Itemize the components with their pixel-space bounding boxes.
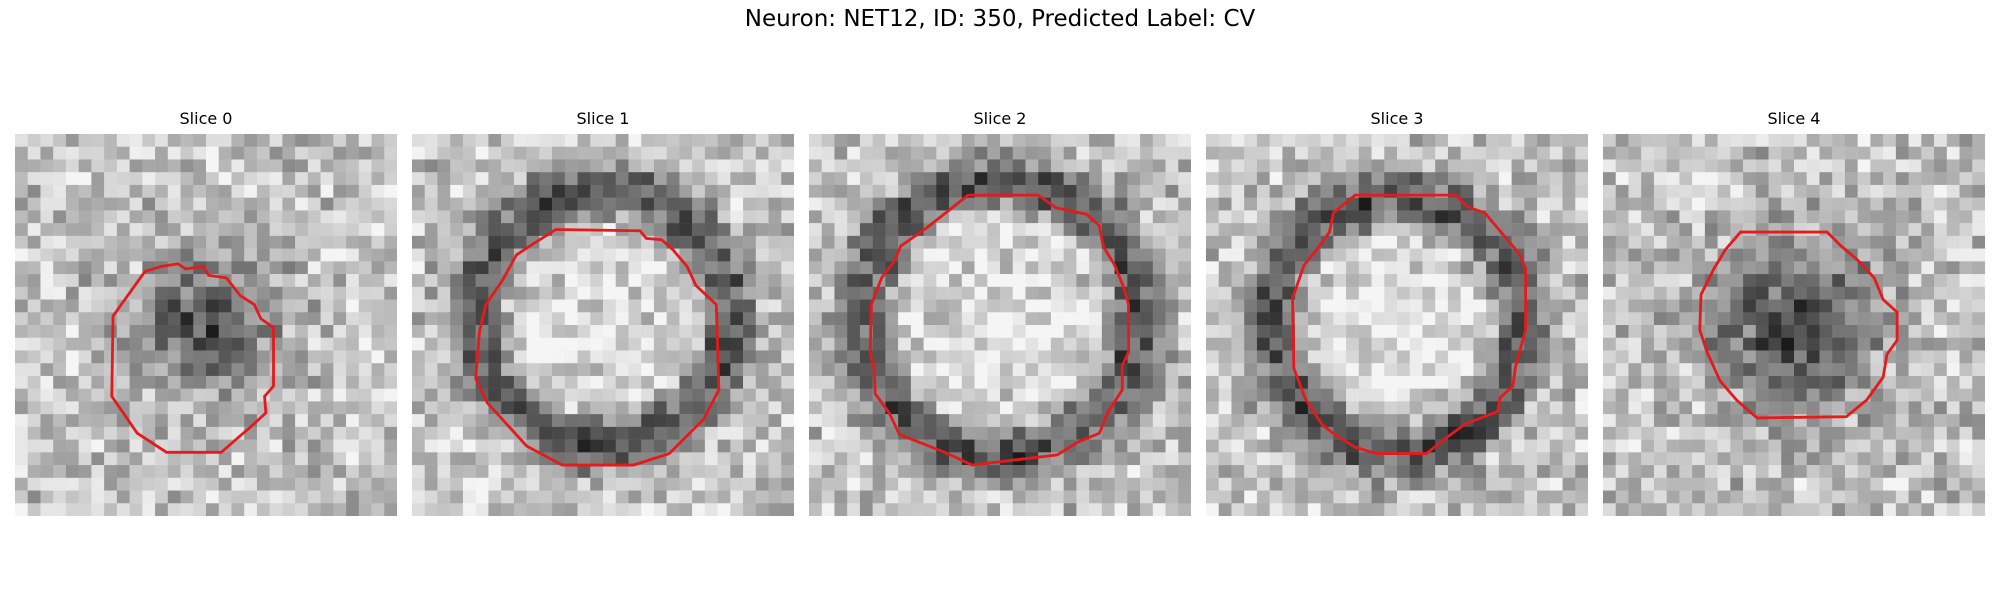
slice-pixels-0 bbox=[15, 134, 397, 516]
slice-title-3: Slice 3 bbox=[1370, 109, 1424, 128]
slice-image-0 bbox=[15, 134, 397, 516]
slice-panel-2: Slice 2 bbox=[809, 108, 1191, 516]
slice-panel-0: Slice 0 bbox=[15, 108, 397, 516]
neuron-outline-4 bbox=[1698, 230, 1899, 420]
slice-pixels-1 bbox=[412, 134, 794, 516]
neuron-outline-2 bbox=[868, 193, 1131, 467]
slice-image-2 bbox=[809, 134, 1191, 516]
neuron-outline-1 bbox=[474, 228, 721, 467]
slice-image-1 bbox=[412, 134, 794, 516]
slice-title-4: Slice 4 bbox=[1767, 109, 1821, 128]
slice-title-2: Slice 2 bbox=[973, 109, 1027, 128]
slice-image-4 bbox=[1603, 134, 1985, 516]
neuron-outline-0 bbox=[110, 262, 275, 454]
slice-pixels-2 bbox=[809, 134, 1191, 516]
slice-pixels-4 bbox=[1603, 134, 1985, 516]
slice-title-1: Slice 1 bbox=[576, 109, 630, 128]
slice-panel-3: Slice 3 bbox=[1206, 108, 1588, 516]
slice-title-0: Slice 0 bbox=[179, 109, 233, 128]
slice-panel-1: Slice 1 bbox=[412, 108, 794, 516]
slice-image-3 bbox=[1206, 134, 1588, 516]
neuron-outline-3 bbox=[1291, 193, 1528, 456]
slice-panel-4: Slice 4 bbox=[1603, 108, 1985, 516]
slice-pixels-3 bbox=[1206, 134, 1588, 516]
figure-title: Neuron: NET12, ID: 350, Predicted Label:… bbox=[744, 6, 1256, 32]
